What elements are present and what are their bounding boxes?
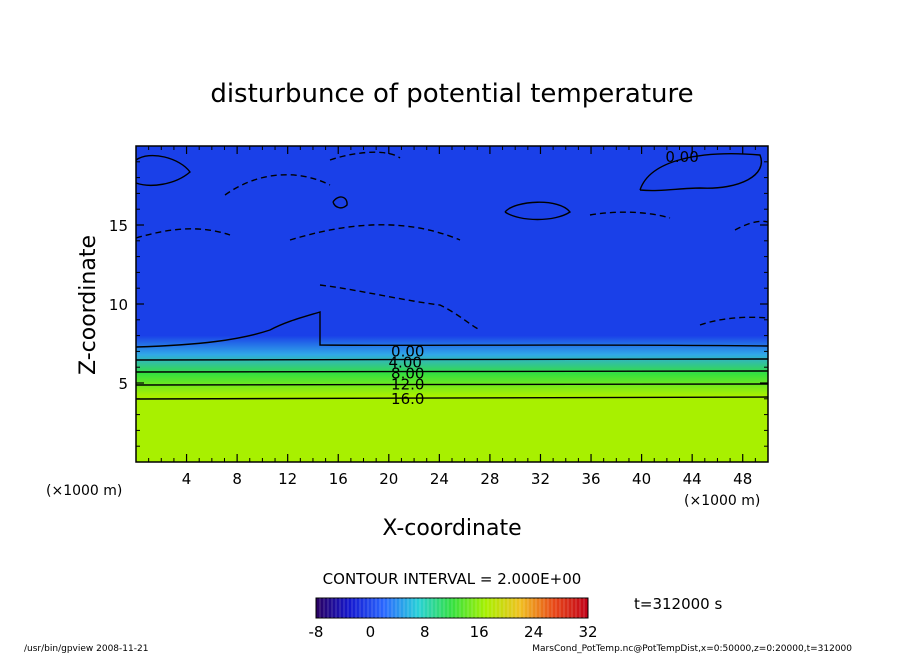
contour-dash-6	[734, 220, 769, 231]
colorbar-ticks: -8 0 8 16 24 32	[309, 598, 598, 641]
x-unit-right: (×1000 m)	[684, 493, 760, 509]
contour-interval: CONTOUR INTERVAL = 2.000E+00	[323, 570, 582, 588]
contour-loop-mid	[504, 201, 571, 221]
colorbar-frame	[315, 597, 589, 619]
contour-line-4	[135, 358, 769, 361]
x-tick-label: 44	[683, 470, 702, 488]
colorbar: -8 0 8 16 24 32	[309, 597, 598, 641]
x-axis: 4 8 12 16 20 24 28 32 36 40 44 48	[148, 146, 756, 488]
contour-loop-small	[332, 196, 348, 209]
x-tick-label: 40	[632, 470, 651, 488]
contour-label: 12.0	[391, 376, 424, 394]
colorbar-tick-label: 0	[366, 623, 376, 641]
contour-dash-4	[329, 151, 401, 161]
contour-dash-8	[699, 316, 769, 326]
x-tick-label: 36	[581, 470, 600, 488]
contour-label: 16.0	[391, 390, 424, 408]
colorbar-tick-label: -8	[309, 623, 324, 641]
footer-left: /usr/bin/gpview 2008-11-21	[24, 644, 148, 654]
contour-dash-3	[135, 228, 231, 239]
contour-dash-5	[589, 211, 671, 219]
contour-dash-2	[289, 224, 461, 241]
x-tick-label: 16	[329, 470, 348, 488]
x-tick-label: 32	[531, 470, 550, 488]
chart-title: disturbunce of potential temperature	[210, 79, 693, 109]
y-tick-label: 5	[118, 375, 128, 393]
contour-line-16	[135, 396, 769, 400]
contour-line-12	[135, 383, 769, 386]
contour-dash-7	[319, 284, 481, 331]
x-axis-label: X-coordinate	[382, 516, 521, 541]
y-axis-label: Z-coordinate	[76, 235, 101, 375]
contour-label: 0.00	[665, 148, 698, 166]
colorbar-tick-label: 16	[470, 623, 489, 641]
x-tick-label: 8	[232, 470, 242, 488]
x-tick-label: 24	[430, 470, 449, 488]
x-unit-left: (×1000 m)	[46, 483, 122, 499]
x-tick-label: 28	[480, 470, 499, 488]
y-tick-label: 15	[109, 217, 128, 235]
colorbar-gradient	[316, 598, 588, 618]
contour-dash-1	[224, 174, 331, 196]
colorbar-tick-label: 8	[420, 623, 430, 641]
contour-loop-upper-right	[639, 153, 763, 192]
colorbar-tick-label: 24	[524, 623, 543, 641]
contour-lines	[135, 151, 769, 400]
y-axis: 5 10 15	[109, 161, 768, 447]
y-tick-label: 10	[109, 296, 128, 314]
contour-line-8	[135, 370, 769, 373]
contour-loop-upper-left	[135, 154, 191, 186]
contour-label: 4.00	[389, 353, 422, 371]
x-tick-label: 12	[278, 470, 297, 488]
colorbar-tick-label: 32	[578, 623, 597, 641]
contour-line-0	[135, 311, 769, 348]
x-tick-label: 48	[733, 470, 752, 488]
footer-right: MarsCond_PotTemp.nc@PotTempDist,x=0:5000…	[532, 644, 852, 654]
contour-label: 0.00	[391, 342, 424, 360]
x-tick-label: 20	[379, 470, 398, 488]
contour-label: 8.00	[391, 365, 424, 383]
x-tick-label: 4	[182, 470, 192, 488]
heatmap-field	[136, 146, 768, 462]
time-label: t=312000 s	[634, 595, 722, 613]
